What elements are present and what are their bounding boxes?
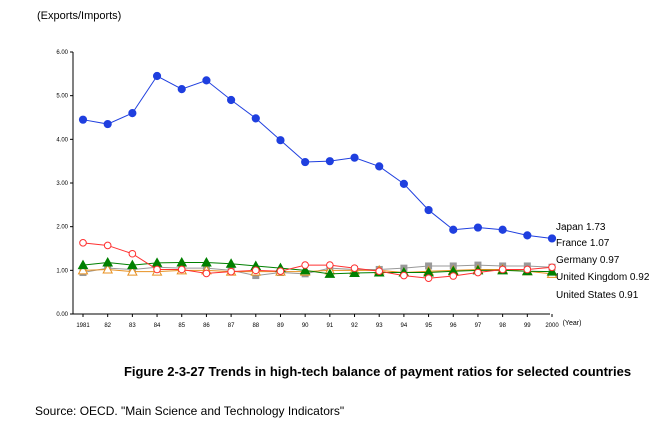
data-point: [449, 225, 458, 234]
data-point: [349, 267, 360, 277]
data-point: [127, 266, 138, 276]
data-point: [201, 256, 212, 267]
series-line: [82, 75, 553, 239]
data-point: [523, 231, 532, 240]
data-point: [79, 239, 87, 247]
data-point: [424, 205, 433, 215]
data-point: [399, 179, 408, 188]
data-point: [78, 115, 88, 124]
y-tick-label: 1.00: [56, 268, 68, 274]
x-tick-label: 95: [425, 323, 432, 329]
data-point: [202, 269, 211, 278]
y-tick-label: 2.00: [56, 225, 68, 231]
data-point: [103, 119, 112, 129]
series-end-label: France 1.07: [556, 238, 610, 249]
data-point: [128, 109, 137, 118]
x-tick-label: 97: [475, 323, 482, 329]
data-point: [276, 267, 285, 276]
data-point: [299, 264, 311, 275]
data-point: [424, 274, 433, 282]
series-line: [82, 242, 553, 279]
series-end-label: Japan 1.73: [556, 222, 606, 233]
data-point: [523, 265, 532, 274]
data-point: [276, 136, 285, 145]
x-tick-label: 87: [228, 323, 235, 329]
data-point: [202, 76, 211, 85]
data-point: [177, 265, 186, 274]
x-tick-label: 93: [376, 323, 383, 329]
y-tick-label: 3.00: [56, 181, 68, 187]
data-point: [251, 266, 260, 275]
data-point: [128, 249, 137, 258]
data-point: [301, 261, 309, 269]
x-tick-label: 88: [252, 323, 259, 329]
data-point: [498, 225, 507, 234]
x-tick-label: 90: [302, 323, 309, 329]
data-point: [225, 258, 237, 268]
data-point: [153, 265, 161, 274]
data-point: [102, 263, 114, 274]
x-tick-label: 98: [499, 323, 506, 329]
data-point: [449, 272, 458, 280]
x-tick-label: 92: [351, 323, 358, 329]
data-point: [350, 153, 359, 162]
x-tick-label: 96: [450, 323, 457, 329]
data-point: [176, 256, 188, 267]
data-point: [227, 267, 235, 276]
x-tick-label: 1981: [76, 323, 90, 329]
caption-text: Figure 2-3-27 Trends in high-tech balanc…: [123, 364, 632, 379]
data-point: [103, 241, 112, 250]
y-axis-label: (Exports/Imports): [37, 10, 122, 22]
source-note: Source: OECD. "Main Science and Technolo…: [35, 404, 345, 418]
series-line: [82, 261, 553, 275]
y-tick-label: 0.00: [56, 312, 68, 318]
y-tick-label: 6.00: [56, 50, 68, 56]
x-tick-label: 85: [178, 323, 185, 329]
series-end-label: United Kingdom 0.92: [556, 272, 650, 283]
y-tick-label: 5.00: [56, 94, 68, 100]
data-point: [498, 265, 507, 274]
data-point: [251, 114, 260, 123]
data-point: [474, 268, 482, 277]
data-point: [177, 85, 186, 94]
data-point: [473, 223, 483, 232]
x-tick-label: 84: [154, 323, 161, 329]
series-line: [82, 268, 553, 275]
data-point: [350, 264, 359, 272]
series-end-label: United States 0.91: [556, 290, 639, 301]
data-point: [548, 263, 556, 272]
series-end-label: Germany 0.97: [556, 255, 620, 266]
x-tick-label: 91: [326, 323, 333, 329]
data-point: [546, 266, 558, 276]
x-tick-label: 83: [129, 323, 136, 329]
x-tick-label: 94: [401, 323, 408, 329]
data-point: [152, 71, 162, 81]
data-point: [77, 259, 89, 270]
data-point: [547, 234, 557, 243]
data-point: [375, 162, 384, 171]
x-axis-label: (Year): [563, 320, 582, 327]
data-point: [102, 256, 114, 267]
data-point: [325, 157, 334, 166]
data-point: [127, 259, 138, 270]
data-point: [324, 268, 336, 278]
data-point: [227, 95, 236, 105]
figure-caption: Figure 2-3-27 Trends in high-tech balanc…: [0, 364, 670, 379]
x-tick-label: 99: [524, 323, 531, 329]
x-tick-label: 2000: [545, 323, 559, 329]
data-point: [326, 261, 334, 269]
data-point: [400, 271, 408, 280]
x-tick-label: 86: [203, 323, 210, 329]
data-point: [301, 157, 310, 167]
y-tick-label: 4.00: [56, 137, 68, 143]
data-point: [375, 267, 384, 276]
x-tick-label: 89: [277, 323, 284, 329]
data-point: [77, 264, 89, 275]
x-tick-label: 82: [104, 323, 111, 329]
